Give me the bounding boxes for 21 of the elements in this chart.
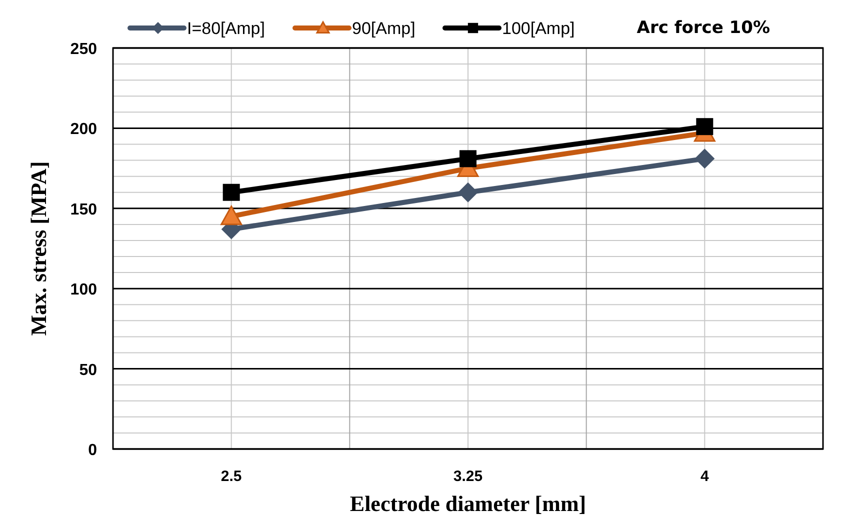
- x-axis-title: Electrode diameter [mm]: [350, 491, 586, 516]
- legend-label: I=80[Amp]: [187, 19, 265, 38]
- x-tick-label: 4: [700, 468, 710, 485]
- chart-title: Arc force 10%: [636, 18, 770, 38]
- y-tick-label: 100: [70, 282, 98, 299]
- y-tick-label: 200: [70, 121, 98, 138]
- point: [220, 206, 242, 226]
- x-tick-label: 2.5: [220, 468, 242, 485]
- y-axis-title: Max. stress [MPA]: [26, 161, 51, 336]
- point: [694, 148, 715, 169]
- y-tick-label: 50: [79, 362, 98, 379]
- legend-label: 100[Amp]: [502, 19, 575, 38]
- y-tick-label: 150: [70, 201, 98, 218]
- y-tick-label: 250: [70, 41, 98, 58]
- point: [458, 182, 478, 202]
- x-tick-label: 3.25: [453, 468, 483, 485]
- legend-label: 90[Amp]: [352, 19, 416, 38]
- y-tick-label: 0: [88, 442, 98, 459]
- point: [460, 150, 476, 168]
- point: [696, 118, 714, 136]
- point: [222, 184, 240, 201]
